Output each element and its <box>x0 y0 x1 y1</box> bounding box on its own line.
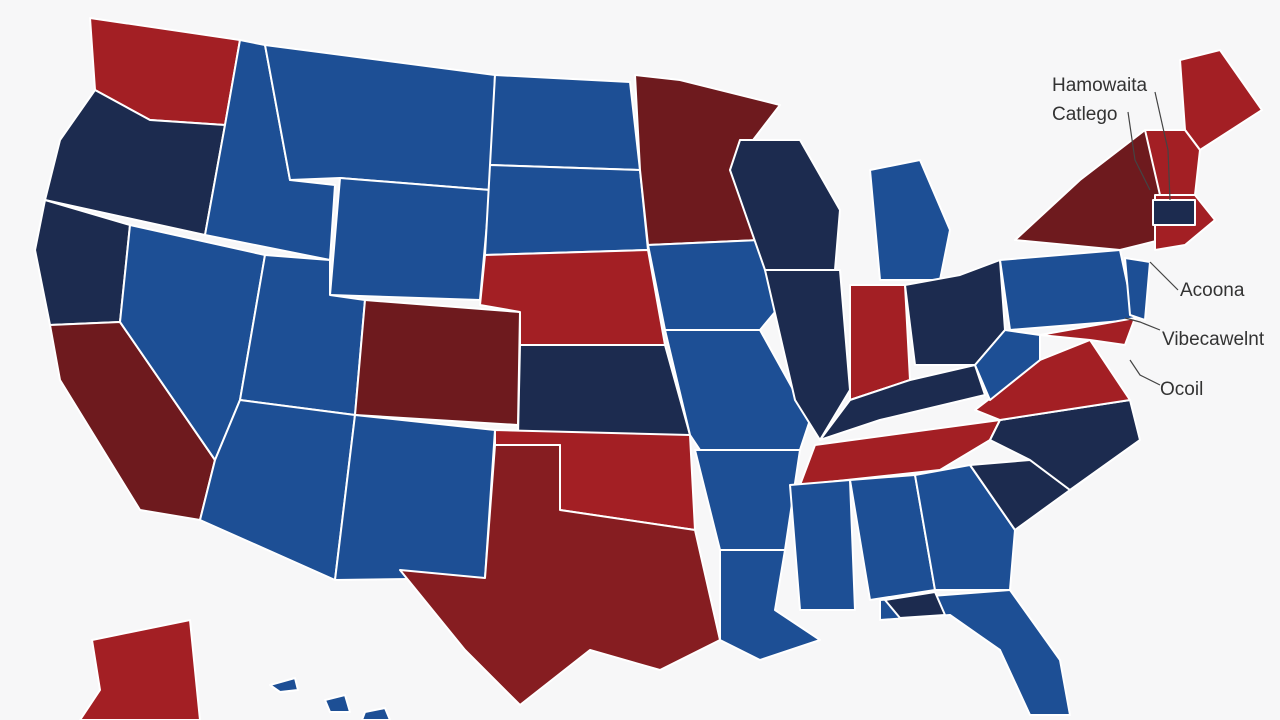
states <box>34 17 1263 720</box>
state-shape <box>489 74 641 171</box>
state-shape <box>334 414 496 581</box>
state-shape <box>1179 49 1263 151</box>
state-shape <box>354 299 521 426</box>
map-label: Vibecawelnt <box>1162 329 1265 350</box>
state-shape <box>869 159 951 281</box>
leader-line <box>1124 317 1161 331</box>
state-shape <box>1144 129 1201 196</box>
state-shape <box>484 164 649 256</box>
map-label: Ocoil <box>1160 379 1203 400</box>
state-shape <box>329 177 491 301</box>
state-shape <box>764 269 851 441</box>
map-label: Catlego <box>1052 104 1118 125</box>
state-shape <box>719 549 821 661</box>
map-label: Acoona <box>1180 280 1245 301</box>
leader-line <box>1149 261 1179 291</box>
state-shape <box>884 591 946 619</box>
state-shape <box>324 694 351 713</box>
map-label: Hamowaita <box>1052 75 1147 96</box>
state-shape <box>399 444 721 706</box>
leader-line <box>1127 111 1151 191</box>
state-shape <box>974 329 1041 401</box>
state-shape <box>1152 199 1196 226</box>
state-shape <box>269 677 299 693</box>
state-shape <box>361 707 391 720</box>
state-shape <box>1124 257 1151 321</box>
state-shape <box>789 479 856 611</box>
state-shape <box>517 344 691 436</box>
leader-lines <box>1124 91 1179 386</box>
state-shape <box>914 464 1016 591</box>
state-shape <box>999 249 1136 331</box>
state-shape <box>79 619 201 720</box>
leader-line <box>1129 359 1161 386</box>
state-shape <box>1039 317 1136 346</box>
state-shape <box>647 239 786 331</box>
state-shape <box>199 399 356 581</box>
state-shape <box>799 419 1001 486</box>
leader-line <box>1154 91 1171 201</box>
